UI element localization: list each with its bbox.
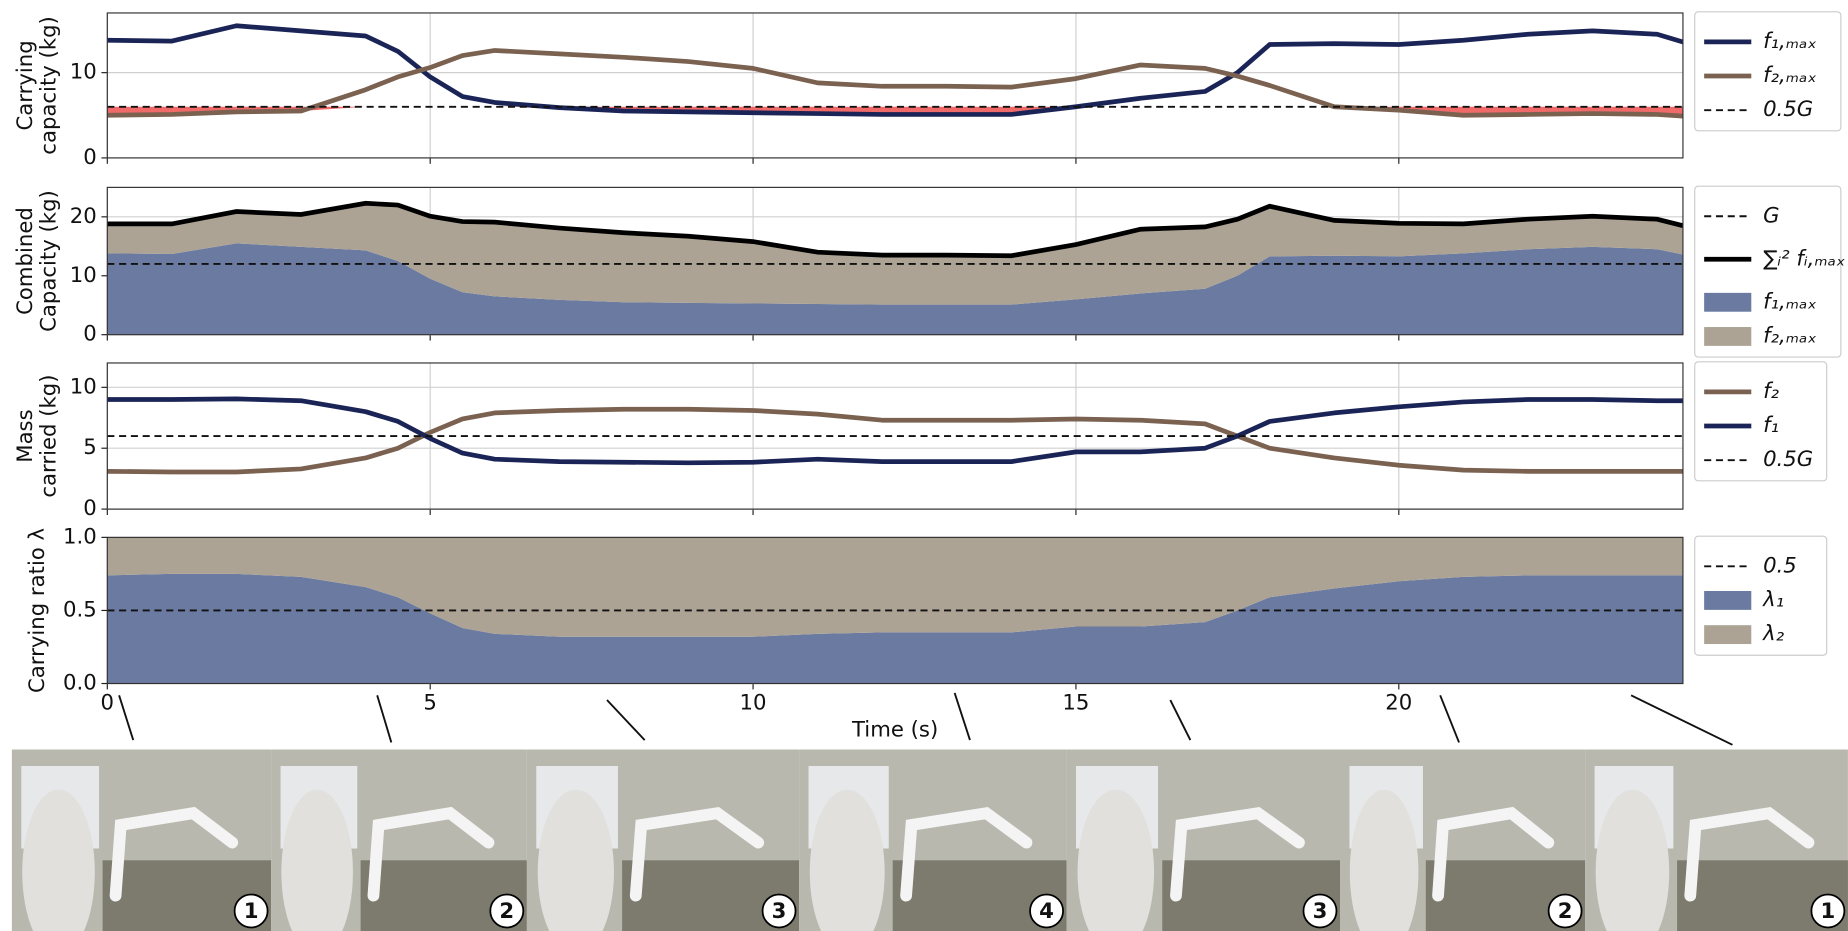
- legend-label: G: [1763, 203, 1779, 228]
- photo-robot: [1684, 806, 1815, 902]
- step-label: 3: [772, 899, 787, 924]
- y-tick-label: 0.0: [63, 671, 97, 696]
- connector: [376, 695, 393, 743]
- total-line: [107, 200, 1684, 259]
- plot-frame: [106, 362, 1684, 510]
- connector: [118, 695, 135, 741]
- y-tick-label: 10: [70, 60, 97, 85]
- legend-label: 0.5: [1763, 553, 1797, 578]
- y-tick-label: 10: [70, 374, 97, 399]
- plot-frame: [106, 186, 1684, 336]
- legend-label: f₂,ₘₐₓ: [1763, 323, 1817, 348]
- step-badge: [1302, 893, 1338, 929]
- x-axis-label: Time (s): [851, 718, 938, 743]
- legend-label: f₁: [1763, 413, 1779, 438]
- legend-label: f₁,ₘₐₓ: [1763, 289, 1817, 314]
- y-axis-label: Mass: [13, 409, 38, 462]
- connector: [1630, 694, 1733, 746]
- step-label: 3: [1313, 899, 1328, 924]
- step-badge: [233, 893, 269, 929]
- y-tick-label: 0: [83, 322, 97, 347]
- photo-robot: [367, 806, 495, 902]
- connector: [953, 692, 971, 741]
- y-tick-label: 1.0: [63, 524, 97, 549]
- photo-person: [1595, 789, 1670, 931]
- photo-robot: [900, 806, 1033, 902]
- photo-robot: [1170, 806, 1305, 902]
- y-tick-label: 5: [83, 435, 97, 460]
- y-tick-label: 0: [83, 145, 97, 170]
- y-tick-label: 10: [70, 263, 97, 288]
- photo-robot: [629, 806, 765, 902]
- y-tick-label: 0: [83, 496, 97, 521]
- legend-swatch: [1704, 591, 1752, 610]
- photo-robot: [109, 806, 239, 902]
- x-tick-label: 5: [423, 691, 436, 716]
- legend-label: f₁,ₘₐₓ: [1763, 29, 1817, 54]
- y-axis-label: capacity (kg): [37, 16, 62, 155]
- photo-person: [809, 789, 885, 931]
- line-series: [107, 48, 1684, 119]
- line-series: [107, 396, 1683, 466]
- legend-label: ∑ᵢ² fᵢ,ₘₐₓ: [1763, 246, 1845, 271]
- x-tick-label: 0: [101, 691, 115, 716]
- y-axis-label: Carrying ratio λ: [25, 528, 50, 693]
- legend: 0.5 λ₁ λ₂: [1694, 535, 1828, 656]
- stacked-area: [107, 537, 1683, 637]
- step-badge: [1029, 893, 1064, 929]
- legend-swatch: [1704, 292, 1752, 312]
- y-axis-label: carried (kg): [37, 374, 62, 497]
- step-badge: [489, 893, 525, 929]
- legend-label: λ₂: [1762, 622, 1785, 647]
- legend: f₁,ₘₐₓ f₂,ₘₐₓ 0.5G: [1694, 11, 1842, 132]
- legend-swatch: [1704, 625, 1752, 645]
- step-label: 1: [1821, 899, 1836, 924]
- deficit-shade: [107, 106, 1683, 117]
- legend-box: [1694, 185, 1842, 358]
- plot-frame: [106, 536, 1684, 685]
- photo-robot: [1432, 806, 1555, 902]
- y-tick-label: 0.5: [63, 597, 97, 622]
- legend: G ∑ᵢ² fᵢ,ₘₐₓ f₁,ₘₐₓ f₂,ₘₐₓ: [1694, 185, 1845, 358]
- y-axis-label: Combined: [13, 207, 38, 315]
- y-axis-label: Capacity (kg): [37, 190, 62, 332]
- step-badge: [1547, 893, 1583, 929]
- connector: [1169, 699, 1192, 741]
- photo-strip: 1 2 3 4 3 2 1: [11, 749, 1848, 931]
- step-label: 2: [499, 899, 514, 924]
- step-badge: [1810, 893, 1846, 929]
- photo-person: [1077, 789, 1155, 931]
- stacked-area: [107, 203, 1683, 305]
- photo-person: [281, 789, 353, 931]
- legend-label: f₂: [1763, 379, 1779, 404]
- step-badge: [761, 893, 797, 929]
- line-series: [107, 406, 1683, 475]
- y-axis-label: Carrying: [13, 40, 38, 130]
- legend-label: 0.5G: [1763, 447, 1813, 472]
- line-series: [107, 23, 1684, 117]
- x-tick-label: 15: [1062, 691, 1089, 716]
- photo-person: [22, 789, 95, 931]
- stacked-area: [107, 243, 1683, 335]
- legend-label: f₂,ₘₐₓ: [1763, 63, 1817, 88]
- legend-label: λ₁: [1762, 587, 1784, 612]
- step-label: 1: [244, 899, 259, 924]
- x-tick-label: 10: [740, 691, 767, 716]
- stacked-area: [107, 573, 1683, 684]
- plot-frame: [106, 12, 1684, 159]
- step-label: 2: [1558, 899, 1573, 924]
- legend-label: 0.5G: [1763, 97, 1813, 122]
- connector: [1439, 694, 1460, 743]
- photo-person: [537, 789, 614, 931]
- x-tick-label: 20: [1385, 691, 1412, 716]
- connector: [606, 699, 646, 741]
- step-label: 4: [1039, 899, 1054, 924]
- legend: f₂ f₁ 0.5G: [1694, 361, 1828, 482]
- photo-person: [1349, 789, 1419, 931]
- y-tick-label: 20: [70, 204, 97, 229]
- legend-swatch: [1704, 327, 1752, 346]
